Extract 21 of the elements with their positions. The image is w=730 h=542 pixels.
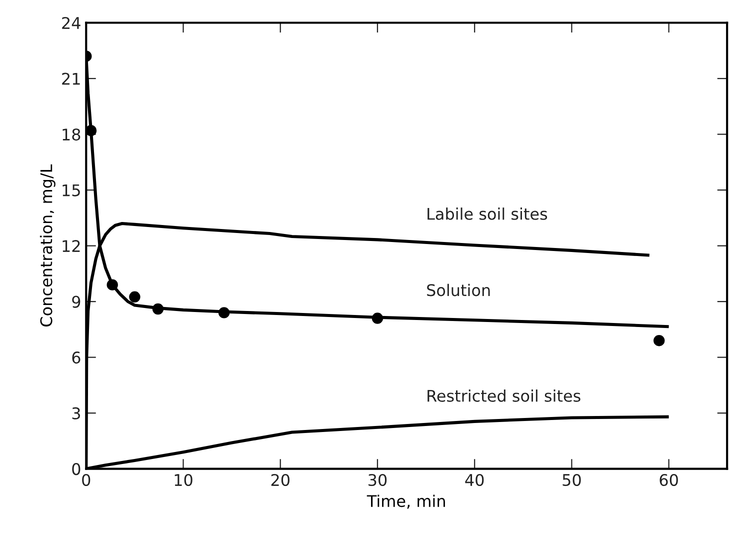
x-tick-label: 20 xyxy=(271,474,290,486)
x-axis-title: Time, min xyxy=(366,494,445,509)
y-tick-label: 12 xyxy=(62,240,80,252)
y-tick-label: 24 xyxy=(62,16,80,29)
x-tick-label: 50 xyxy=(562,474,581,486)
x-tick-label: 30 xyxy=(368,474,387,486)
x-tick-label: 40 xyxy=(465,474,484,486)
y-tick-label: 0 xyxy=(72,463,80,476)
x-tick-label: 0 xyxy=(82,474,90,486)
y-tick-label: 15 xyxy=(62,184,80,196)
y-tick-label: 21 xyxy=(62,72,80,85)
series-label: Restricted soil sites xyxy=(428,390,580,402)
y-tick-label: 18 xyxy=(62,128,80,141)
y-tick-label: 6 xyxy=(72,352,80,364)
y-tick-label: 3 xyxy=(72,407,80,420)
series-label: Solution xyxy=(427,284,490,296)
series-label: Labile soil sites xyxy=(428,208,548,220)
y-tick-label: 9 xyxy=(72,296,80,308)
y-axis-title: Concentration, mg/L xyxy=(40,164,56,326)
x-tick-label: 60 xyxy=(660,474,678,486)
x-tick-label: 10 xyxy=(174,474,192,486)
